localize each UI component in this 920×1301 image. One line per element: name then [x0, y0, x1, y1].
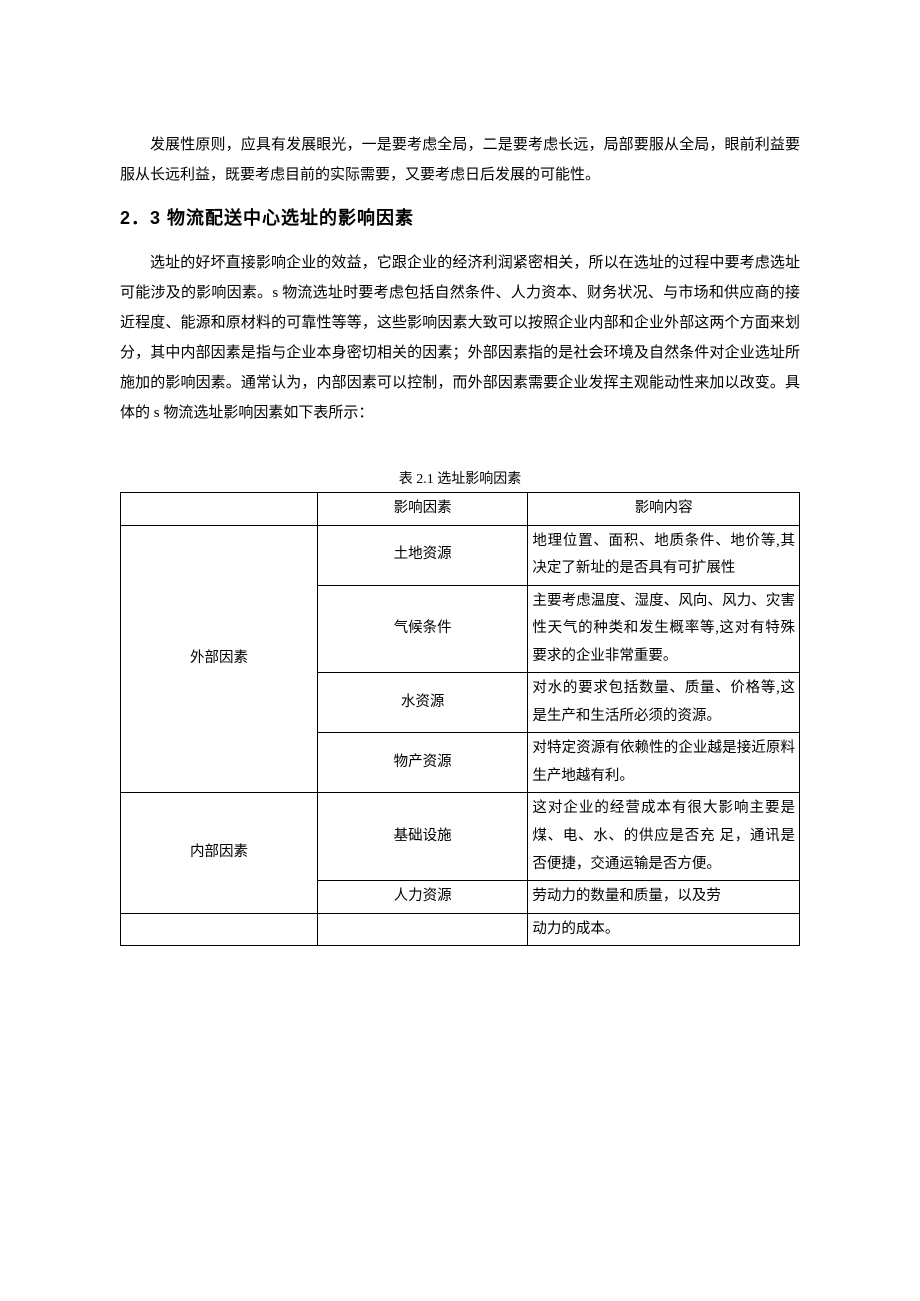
- table-row-continuation: 动力的成本。: [121, 913, 800, 946]
- cell-content: 对水的要求包括数量、质量、价格等,这是生产和生活所必须的资源。: [528, 673, 800, 733]
- cell-content: 对特定资源有依赖性的企业越是接近原料生产地越有利。: [528, 733, 800, 793]
- cell-empty: [317, 913, 527, 946]
- cell-factor: 人力资源: [317, 881, 527, 914]
- table-row: 外部因素 土地资源 地理位置、面积、地质条件、地价等,其决定了新址的是否具有可扩…: [121, 525, 800, 585]
- cell-factor: 水资源: [317, 673, 527, 733]
- cell-empty: [121, 913, 318, 946]
- header-factor: 影响因素: [317, 493, 527, 526]
- cell-content-continuation: 动力的成本。: [528, 913, 800, 946]
- document-page: 发展性原则，应具有发展眼光，一是要考虑全局，二是要考虑长远，局部要服从全局，眼前…: [0, 0, 920, 1301]
- paragraph-development-principle: 发展性原则，应具有发展眼光，一是要考虑全局，二是要考虑长远，局部要服从全局，眼前…: [120, 130, 800, 190]
- header-content: 影响内容: [528, 493, 800, 526]
- section-heading-2-3: 2．3 物流配送中心选址的影响因素: [120, 204, 800, 230]
- cell-factor: 物产资源: [317, 733, 527, 793]
- cell-factor: 气候条件: [317, 585, 527, 673]
- paragraph-site-selection-factors: 选址的好坏直接影响企业的效益，它跟企业的经济利润紧密相关，所以在选址的过程中要考…: [120, 248, 800, 428]
- cell-factor: 土地资源: [317, 525, 527, 585]
- cell-content: 主要考虑温度、湿度、风向、风力、灾害性天气的种类和发生概率等,这对有特殊要求的企…: [528, 585, 800, 673]
- factors-table: 影响因素 影响内容 外部因素 土地资源 地理位置、面积、地质条件、地价等,其决定…: [120, 492, 800, 946]
- cell-content: 地理位置、面积、地质条件、地价等,其决定了新址的是否具有可扩展性: [528, 525, 800, 585]
- table-caption: 表 2.1 选址影响因素: [120, 468, 800, 488]
- header-category: [121, 493, 318, 526]
- table-row: 内部因素 基础设施 这对企业的经营成本有很大影响主要是煤、电、水、的供应是否充 …: [121, 793, 800, 881]
- cell-category-internal: 内部因素: [121, 793, 318, 913]
- cell-category-external: 外部因素: [121, 525, 318, 793]
- cell-content: 劳动力的数量和质量，以及劳: [528, 881, 800, 914]
- table-header-row: 影响因素 影响内容: [121, 493, 800, 526]
- cell-factor: 基础设施: [317, 793, 527, 881]
- cell-content: 这对企业的经营成本有很大影响主要是煤、电、水、的供应是否充 足，通讯是否便捷，交…: [528, 793, 800, 881]
